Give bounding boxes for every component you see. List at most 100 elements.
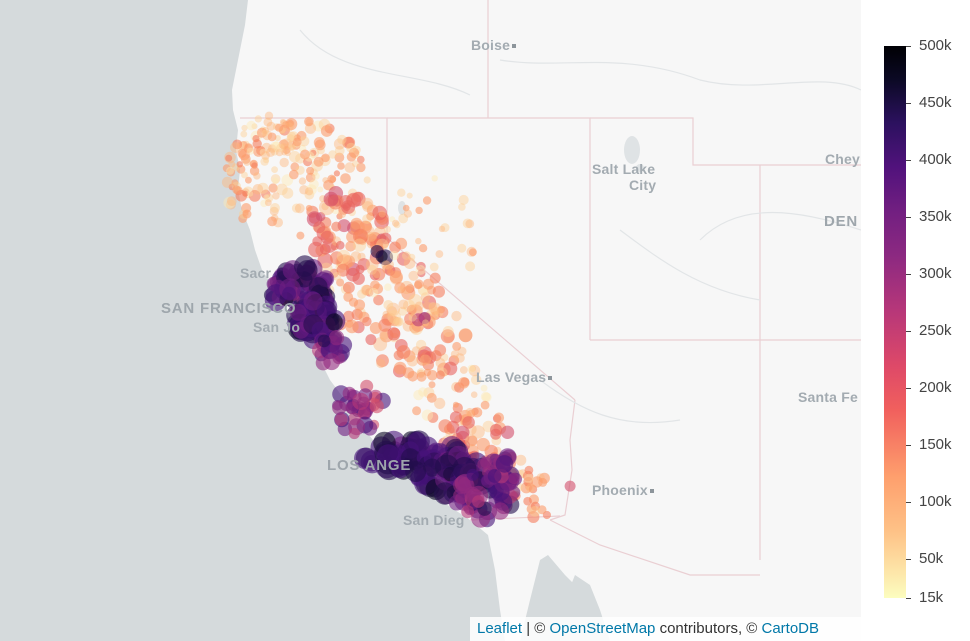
openstreetmap-link[interactable]: OpenStreetMap [549, 620, 656, 637]
housing-marker [437, 305, 446, 314]
housing-marker [380, 331, 389, 340]
housing-marker [418, 244, 428, 253]
housing-marker [440, 223, 450, 233]
housing-marker [529, 506, 541, 517]
housing-marker [270, 141, 281, 153]
housing-marker [270, 174, 281, 184]
housing-marker [305, 172, 316, 183]
housing-marker [321, 153, 330, 163]
colorbar-tick-label: 450k [919, 94, 952, 111]
housing-marker [356, 162, 366, 173]
housing-marker [389, 216, 396, 223]
housing-marker [330, 251, 344, 265]
housing-marker [336, 278, 345, 287]
housing-marker [470, 391, 478, 399]
housing-marker [397, 188, 406, 197]
housing-marker [337, 219, 351, 233]
attribution-separator: | © [522, 620, 550, 637]
housing-marker [260, 199, 268, 208]
housing-marker [362, 214, 372, 225]
housing-marker [304, 189, 315, 200]
housing-marker [366, 231, 377, 242]
housing-marker [415, 339, 427, 351]
housing-marker [228, 160, 236, 168]
attribution-contributors: contributors, © [655, 620, 762, 637]
housing-marker [342, 136, 355, 149]
housing-marker [389, 270, 403, 284]
housing-marker [299, 185, 309, 195]
housing-marker [269, 206, 279, 216]
housing-marker [236, 161, 243, 168]
housing-marker [383, 300, 394, 310]
housing-marker [264, 193, 274, 203]
housing-marker [323, 191, 339, 207]
housing-marker [249, 166, 260, 176]
housing-marker [264, 199, 272, 207]
housing-marker [531, 476, 543, 488]
housing-marker [490, 423, 503, 437]
housing-marker [523, 476, 533, 487]
housing-marker [384, 283, 392, 292]
housing-marker [465, 407, 475, 417]
city-dot [548, 376, 553, 381]
housing-marker [426, 392, 437, 403]
housing-value-markers [221, 111, 576, 528]
housing-marker [403, 299, 416, 312]
housing-marker [369, 399, 384, 414]
housing-marker [282, 146, 291, 155]
housing-marker [367, 264, 377, 275]
housing-marker [451, 310, 462, 322]
housing-marker [226, 196, 237, 207]
housing-marker [261, 189, 271, 199]
housing-marker [402, 204, 410, 212]
housing-marker [281, 149, 288, 156]
housing-marker [256, 127, 267, 138]
housing-marker [383, 225, 391, 233]
housing-marker [268, 144, 277, 153]
housing-marker [276, 183, 288, 196]
housing-marker [458, 377, 470, 389]
housing-marker [422, 295, 437, 310]
colorbar-tick-label: 15k [919, 589, 944, 606]
housing-marker [491, 502, 509, 520]
housing-marker [300, 149, 310, 160]
housing-marker [272, 192, 280, 200]
housing-marker [221, 176, 234, 188]
housing-marker [263, 157, 270, 164]
housing-marker [427, 412, 439, 423]
map-view[interactable]: Boise Salt Lake City Chey DEN Sacr SAN F… [0, 0, 861, 641]
housing-marker [387, 306, 397, 317]
land [232, 0, 861, 641]
housing-marker [353, 238, 367, 252]
city-label-san-diego: San Dieg [403, 512, 465, 528]
housing-marker [415, 237, 422, 245]
housing-marker [422, 196, 432, 205]
housing-marker [394, 282, 406, 294]
housing-marker [336, 213, 343, 220]
housing-marker [331, 221, 342, 232]
city-label-city: City [629, 177, 657, 193]
housing-marker [466, 468, 479, 481]
housing-marker [260, 157, 269, 166]
cartodb-link[interactable]: CartoDB [761, 620, 820, 637]
housing-marker [348, 427, 360, 440]
housing-marker [405, 284, 415, 294]
housing-marker [270, 203, 280, 213]
housing-marker [469, 248, 477, 257]
housing-marker [248, 190, 261, 202]
housing-marker [381, 260, 391, 270]
housing-marker [515, 454, 527, 466]
housing-marker [378, 210, 386, 218]
leaflet-link[interactable]: Leaflet [477, 620, 523, 637]
colorbar-tick [906, 46, 911, 47]
city-label-cheyenne: Chey [825, 151, 861, 167]
housing-marker [382, 310, 390, 318]
colorbar-tick [906, 445, 911, 446]
housing-marker [416, 261, 426, 272]
housing-marker [508, 472, 520, 485]
rivers [299, 29, 861, 424]
map-attribution: Leaflet | © OpenStreetMap contributors, … [470, 617, 861, 641]
housing-marker [372, 269, 382, 279]
housing-marker [431, 175, 438, 182]
housing-marker [469, 365, 476, 372]
